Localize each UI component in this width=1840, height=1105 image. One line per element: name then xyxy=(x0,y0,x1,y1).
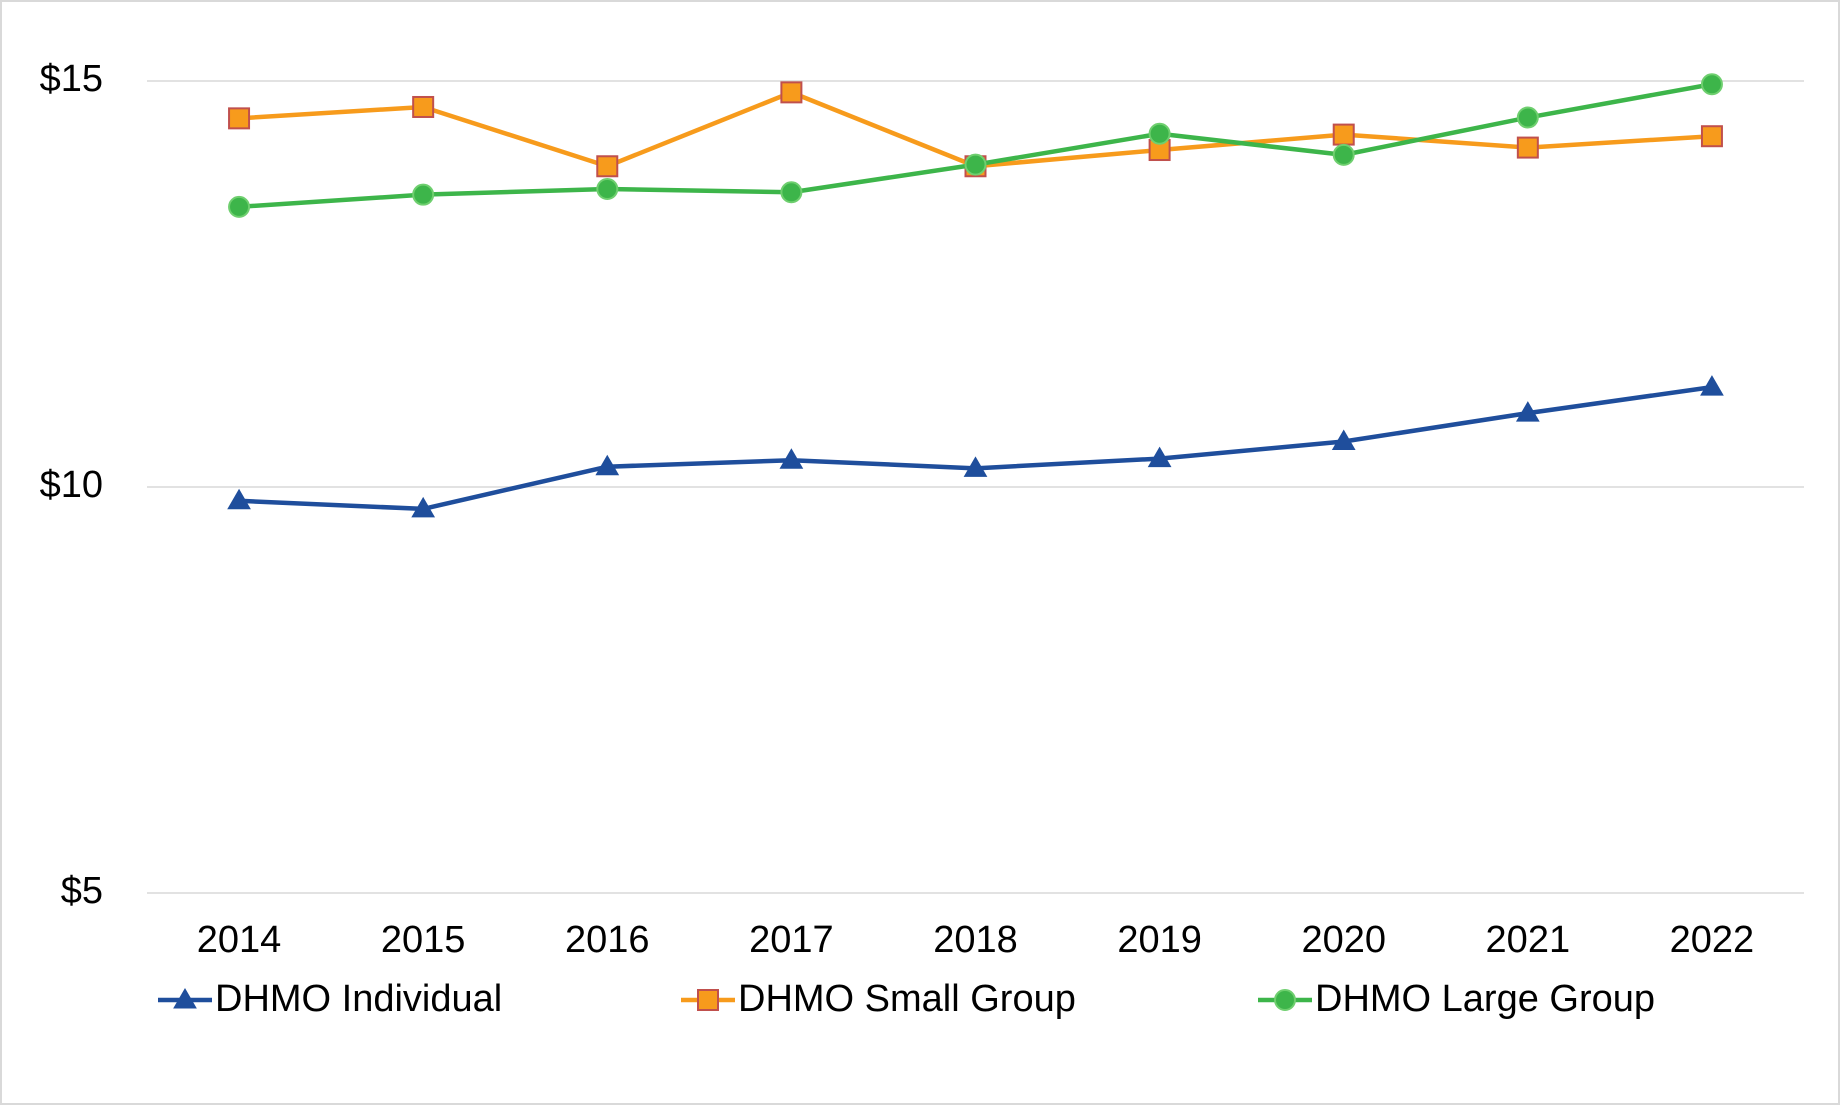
marker xyxy=(228,107,251,130)
x-tick-label: 2014 xyxy=(197,919,282,961)
marker xyxy=(595,454,620,476)
marker xyxy=(1700,73,1723,96)
marker xyxy=(1516,136,1539,159)
marker xyxy=(1700,125,1723,148)
x-tick-label: 2015 xyxy=(381,919,466,961)
marker xyxy=(596,177,619,200)
marker xyxy=(412,183,435,206)
x-tick-label: 2021 xyxy=(1486,919,1571,961)
marker xyxy=(227,488,251,510)
marker xyxy=(1331,429,1356,451)
x-tick-label: 2022 xyxy=(1670,919,1755,961)
marker xyxy=(1332,143,1355,166)
legend-label: DHMO Small Group xyxy=(738,978,1076,1020)
legend-label: DHMO Individual xyxy=(215,978,502,1020)
marker xyxy=(780,81,803,104)
x-tick-label: 2019 xyxy=(1117,919,1202,961)
marker xyxy=(228,195,251,218)
y-tick-label: $15 xyxy=(40,58,103,100)
marker xyxy=(1147,446,1172,468)
marker xyxy=(1700,375,1724,396)
marker xyxy=(779,448,804,469)
marker xyxy=(596,155,619,178)
marker xyxy=(1148,122,1171,145)
y-tick-label: $5 xyxy=(61,870,103,912)
legend-marker xyxy=(1274,989,1296,1011)
x-tick-label: 2016 xyxy=(565,919,650,961)
legend-marker xyxy=(697,989,719,1011)
marker xyxy=(1332,123,1355,146)
marker xyxy=(411,496,436,518)
legend-marker xyxy=(173,988,197,1009)
x-tick-label: 2018 xyxy=(933,919,1018,961)
marker xyxy=(1516,106,1539,129)
marker xyxy=(412,95,435,118)
legend-label: DHMO Large Group xyxy=(1315,978,1655,1020)
x-tick-label: 2017 xyxy=(749,919,834,961)
y-tick-label: $10 xyxy=(40,464,103,506)
marker xyxy=(780,181,803,204)
x-tick-label: 2020 xyxy=(1301,919,1386,961)
marker xyxy=(1515,401,1540,422)
marker xyxy=(964,153,987,176)
marker xyxy=(963,456,988,477)
